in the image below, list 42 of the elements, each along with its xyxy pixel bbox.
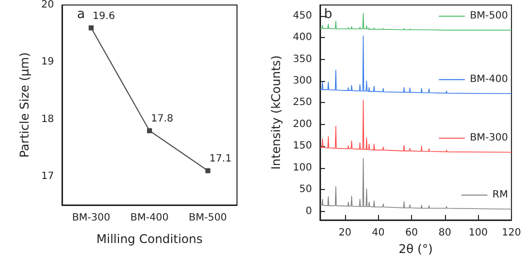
y-tick-label: 0 — [306, 206, 312, 217]
data-label: 17.8 — [151, 114, 174, 125]
y-tick-label: 100 — [292, 162, 312, 174]
annotation: b — [324, 7, 332, 22]
data-label: 17.1 — [209, 154, 232, 165]
x-tick-label: BM-400 — [130, 212, 169, 224]
y-axis-title: Particle Size (μm) — [17, 52, 32, 158]
x-axis-title: 2θ (°) — [398, 242, 433, 256]
legend-label: RM — [492, 190, 508, 201]
y-tick-label: 50 — [299, 184, 312, 196]
data-label: 19.6 — [92, 10, 115, 22]
x-tick-label: 100 — [468, 228, 488, 238]
x-tick-label: 60 — [405, 228, 418, 238]
line-series — [320, 35, 512, 94]
y-tick-label: 17 — [41, 170, 54, 182]
annotation: a — [77, 7, 85, 22]
x-tick-label: 120 — [502, 228, 522, 238]
y-axis-title: Intensity (kCounts) — [269, 55, 283, 170]
y-tick-label: 20 — [41, 0, 54, 10]
y-tick-label: 18 — [41, 114, 54, 125]
x-tick-label: 40 — [372, 228, 385, 238]
y-tick-label: 450 — [292, 10, 312, 22]
line-series — [320, 158, 512, 210]
y-tick-label: 300 — [292, 76, 312, 87]
y-tick-label: 250 — [292, 97, 312, 108]
point — [88, 25, 94, 30]
x-tick-label: BM-300 — [72, 212, 110, 224]
x-tick-label: 80 — [438, 228, 452, 238]
y-tick-label: 150 — [292, 140, 312, 152]
point — [205, 168, 210, 174]
x-axis-title: Milling Conditions — [96, 232, 203, 246]
line-series — [320, 100, 512, 153]
y-tick-label: 200 — [292, 118, 312, 130]
point — [147, 128, 152, 134]
y-tick-label: 350 — [292, 54, 312, 65]
legend-label: BM-500 — [470, 10, 508, 22]
legend-label: BM-300 — [470, 132, 508, 144]
y-tick-label: 19 — [41, 56, 54, 68]
y-tick-label: 400 — [292, 32, 312, 44]
x-tick-label: BM-500 — [188, 212, 227, 224]
legend-label: BM-400 — [470, 74, 508, 86]
x-tick-label: 20 — [338, 228, 352, 238]
